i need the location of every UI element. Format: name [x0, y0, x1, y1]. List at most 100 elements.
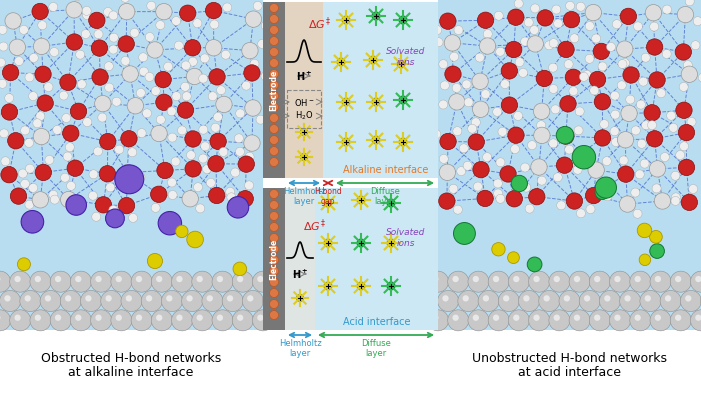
Circle shape [483, 295, 489, 302]
Circle shape [156, 314, 163, 321]
Circle shape [184, 40, 200, 56]
Circle shape [196, 276, 203, 282]
Circle shape [66, 2, 82, 18]
Circle shape [20, 179, 29, 188]
Circle shape [253, 2, 262, 10]
Circle shape [554, 19, 563, 28]
Circle shape [672, 193, 681, 202]
Circle shape [269, 4, 278, 12]
Circle shape [560, 96, 576, 112]
Circle shape [564, 60, 573, 69]
Circle shape [610, 271, 631, 292]
Circle shape [50, 48, 59, 56]
Circle shape [118, 4, 135, 20]
Circle shape [573, 165, 582, 174]
Circle shape [89, 170, 98, 179]
Circle shape [503, 295, 510, 302]
Circle shape [478, 291, 499, 312]
Circle shape [244, 65, 260, 81]
Circle shape [269, 135, 278, 145]
Circle shape [104, 8, 112, 17]
Circle shape [177, 126, 186, 135]
Circle shape [565, 145, 573, 154]
Circle shape [0, 58, 6, 67]
Circle shape [580, 72, 588, 81]
Circle shape [583, 70, 592, 79]
Circle shape [399, 96, 407, 104]
Circle shape [620, 8, 637, 25]
Circle shape [645, 4, 662, 21]
Circle shape [529, 271, 550, 292]
Circle shape [139, 53, 148, 62]
Circle shape [161, 291, 182, 312]
Circle shape [506, 191, 522, 207]
Circle shape [0, 25, 7, 34]
Circle shape [676, 150, 685, 160]
Circle shape [257, 314, 264, 321]
Circle shape [473, 162, 489, 178]
Circle shape [15, 276, 21, 282]
Circle shape [599, 291, 620, 312]
Circle shape [559, 291, 580, 312]
Circle shape [104, 83, 114, 92]
Circle shape [675, 44, 691, 60]
Circle shape [357, 239, 365, 247]
Circle shape [33, 128, 50, 145]
Circle shape [595, 177, 616, 198]
Circle shape [635, 170, 644, 179]
Circle shape [95, 197, 111, 213]
Circle shape [0, 42, 8, 51]
Circle shape [558, 128, 574, 144]
Circle shape [151, 125, 168, 142]
Circle shape [660, 152, 669, 162]
Circle shape [269, 222, 278, 231]
Circle shape [38, 21, 47, 30]
Circle shape [646, 131, 663, 147]
Circle shape [100, 133, 116, 150]
Circle shape [49, 190, 57, 199]
Circle shape [524, 18, 533, 27]
Circle shape [227, 197, 249, 218]
Bar [0, 0, 263, 330]
Circle shape [151, 87, 161, 96]
Circle shape [131, 310, 152, 331]
Circle shape [681, 194, 697, 210]
Circle shape [66, 195, 86, 215]
Circle shape [301, 153, 308, 161]
Circle shape [242, 42, 258, 59]
Circle shape [569, 87, 578, 96]
Circle shape [101, 291, 122, 312]
Circle shape [0, 129, 8, 138]
Circle shape [603, 192, 612, 201]
Circle shape [549, 139, 558, 148]
Circle shape [186, 68, 203, 85]
Circle shape [677, 6, 693, 23]
Circle shape [193, 183, 203, 192]
Circle shape [445, 66, 461, 82]
Circle shape [15, 314, 21, 321]
Circle shape [15, 57, 24, 66]
Circle shape [172, 310, 193, 331]
Circle shape [660, 291, 681, 312]
Circle shape [620, 291, 641, 312]
Circle shape [245, 11, 261, 27]
Circle shape [109, 33, 118, 42]
Circle shape [95, 314, 102, 321]
Circle shape [25, 73, 34, 82]
Circle shape [269, 310, 278, 320]
Circle shape [685, 295, 691, 302]
Circle shape [25, 295, 31, 302]
Circle shape [342, 98, 350, 106]
Circle shape [301, 128, 308, 136]
Circle shape [584, 295, 590, 302]
Circle shape [217, 276, 223, 282]
Bar [287, 90, 321, 128]
Circle shape [67, 181, 76, 191]
Circle shape [50, 310, 72, 331]
Circle shape [45, 156, 54, 164]
Circle shape [0, 79, 7, 88]
Bar [263, 2, 438, 178]
Circle shape [513, 276, 519, 282]
Circle shape [119, 164, 135, 181]
Text: Electrode: Electrode [269, 69, 278, 111]
